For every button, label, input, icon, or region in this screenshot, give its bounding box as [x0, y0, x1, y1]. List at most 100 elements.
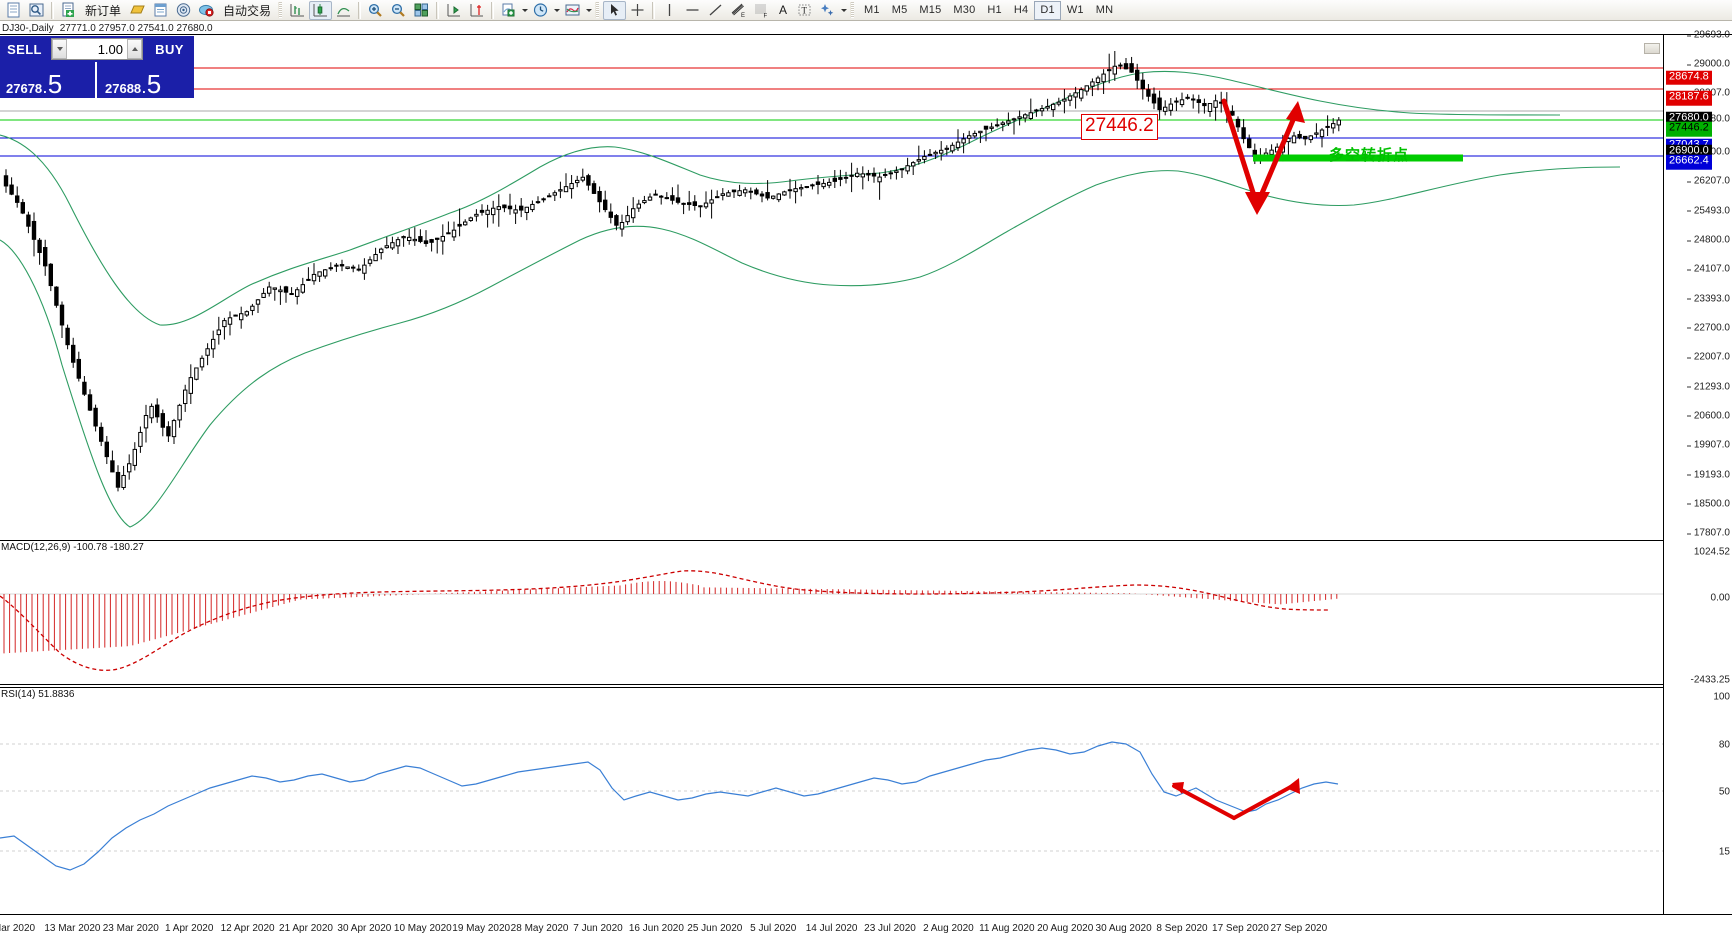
price-axis-tick: 29000.0: [1686, 59, 1730, 70]
time-axis-tick: 21 Apr 2020: [279, 923, 333, 934]
autotrading-button[interactable]: 自动交易: [223, 3, 272, 18]
toolbar-separator-3: [436, 1, 440, 19]
time-axis-tick: 23 Mar 2020: [102, 923, 159, 934]
price-axis-tick: 24800.0: [1686, 235, 1730, 246]
clock-icon[interactable]: [529, 1, 552, 20]
periods-chevron-down-icon[interactable]: [552, 9, 561, 12]
market-watch-icon[interactable]: [25, 1, 48, 20]
templates-icon[interactable]: [561, 1, 584, 20]
equidistant-channel-icon[interactable]: E: [727, 1, 750, 20]
metaeditor-icon[interactable]: [149, 1, 172, 20]
new-order-icon[interactable]: [57, 1, 80, 20]
buy-price-integer: 27688: [105, 81, 142, 96]
price-level-badge[interactable]: 28674.8: [1666, 70, 1712, 85]
timeframe-m1[interactable]: M1: [864, 4, 880, 16]
time-axis-tick: 13 Mar 2020: [44, 923, 101, 934]
price-axis-tick: 19193.0: [1686, 469, 1730, 480]
svg-text:E: E: [741, 13, 745, 18]
new-chart-icon[interactable]: [2, 1, 25, 20]
time-axis-tick: 7 Jun 2020: [573, 923, 623, 934]
macd-indicator-label: MACD(12,26,9) -100.78 -180.27: [1, 542, 144, 553]
one-click-trading-header: SELL 1.00 BUY: [0, 36, 194, 62]
radar-icon[interactable]: [172, 1, 195, 20]
bar-chart-icon[interactable]: [286, 1, 309, 20]
buy-price-dot: .: [142, 81, 146, 96]
timeframe-h1[interactable]: H1: [987, 4, 1002, 16]
time-axis-tick: 11 Aug 2020: [979, 923, 1035, 934]
main-toolbar: 新订单 自动交易: [0, 0, 1732, 21]
candlestick-chart-icon[interactable]: [309, 0, 333, 20]
ohlc-values: 27771.0 27957.0 27541.0 27680.0: [59, 22, 213, 34]
volume-increment-button[interactable]: [127, 39, 142, 59]
buy-price-button[interactable]: 27688 . 5: [95, 62, 194, 98]
chart-scrollbar-handle[interactable]: [1644, 43, 1660, 54]
indicators-icon[interactable]: [497, 1, 520, 20]
buy-price-fraction: 5: [146, 68, 162, 99]
zoom-out-icon[interactable]: [387, 1, 410, 20]
time-axis-tick: 2 Aug 2020: [923, 923, 974, 934]
autotrading-icon[interactable]: [195, 1, 218, 20]
time-axis-tick: 8 Sep 2020: [1156, 923, 1208, 934]
chart-shift-icon[interactable]: [465, 1, 488, 20]
folder-icon[interactable]: [126, 1, 149, 20]
macd-pane[interactable]: MACD(12,26,9) -100.78 -180.27: [0, 540, 1663, 685]
timeframe-w1[interactable]: W1: [1066, 4, 1084, 16]
trendline-icon[interactable]: [704, 1, 727, 20]
indicators-chevron-down-icon[interactable]: [520, 9, 529, 12]
text-a-icon[interactable]: A: [779, 3, 788, 17]
sell-label[interactable]: SELL: [7, 41, 42, 57]
svg-text:F: F: [764, 14, 768, 19]
price-axis-tick: 17807.0: [1686, 528, 1730, 539]
shapes-chevron-down-icon[interactable]: [839, 9, 848, 12]
macd-drawing: [0, 570, 1663, 671]
toolbar-grip-3[interactable]: [850, 2, 855, 18]
time-axis-tick: 14 Jul 2020: [805, 923, 858, 934]
time-axis-tick: 16 Jun 2020: [628, 923, 684, 934]
buy-label[interactable]: BUY: [155, 41, 184, 57]
fibonacci-retracement-icon[interactable]: F: [750, 1, 773, 20]
sell-price-button[interactable]: 27678 . 5: [0, 62, 95, 98]
rsi-indicator-label: RSI(14) 51.8836: [1, 689, 75, 700]
vertical-line-icon[interactable]: [658, 1, 681, 20]
volume-stepper[interactable]: 1.00: [51, 38, 143, 60]
horizontal-line-icon[interactable]: [681, 1, 704, 20]
rsi-pane[interactable]: RSI(14) 51.8836: [0, 687, 1663, 914]
zoom-in-icon[interactable]: [364, 1, 387, 20]
price-level-badge[interactable]: 26662.4: [1666, 154, 1712, 170]
toolbar-grip-2[interactable]: [595, 2, 600, 18]
cursor-icon[interactable]: [603, 0, 627, 20]
crosshair-icon[interactable]: [626, 1, 649, 20]
price-pane[interactable]: 27446.2 多空转折点: [0, 35, 1663, 533]
timeframe-mn[interactable]: MN: [1095, 4, 1114, 16]
one-click-trading-panel[interactable]: SELL 1.00 BUY 27678 . 5 27688 . 5: [0, 36, 194, 98]
price-annotation-tag: 27446.2: [1081, 114, 1158, 140]
time-axis-tick: 20 Aug 2020: [1037, 923, 1094, 934]
symbol-period-label: DJ30-,Daily: [2, 22, 54, 34]
timeframe-m30[interactable]: M30: [953, 4, 976, 16]
timeframe-m15[interactable]: M15: [919, 4, 942, 16]
volume-decrement-button[interactable]: [52, 39, 67, 59]
templates-chevron-down-icon[interactable]: [584, 9, 593, 12]
price-axis[interactable]: 29693.0 29000.0 28307.0 27680.0 26900.0 26207…: [1663, 30, 1732, 914]
text-label-icon[interactable]: T: [793, 1, 816, 20]
auto-scroll-chart-icon[interactable]: [442, 1, 465, 20]
price-axis-tick: 22007.0: [1686, 352, 1730, 363]
shapes-icon[interactable]: [816, 1, 839, 20]
line-chart-icon[interactable]: [332, 1, 355, 20]
timeframe-d1[interactable]: D1: [1034, 0, 1061, 20]
price-axis-tick: 18500.0: [1686, 498, 1730, 509]
timeframe-h4[interactable]: H4: [1013, 4, 1029, 16]
toolbar-grip[interactable]: [278, 2, 283, 18]
timeframe-m5[interactable]: M5: [891, 4, 908, 16]
new-order-button[interactable]: 新订单: [85, 3, 122, 18]
one-click-trading-prices: 27678 . 5 27688 . 5: [0, 62, 194, 98]
chart-container[interactable]: 27446.2 多空转折点 MACD(12,26,9) -100.78 -180…: [0, 30, 1732, 943]
window-tile-icon[interactable]: [410, 1, 433, 20]
price-axis-tick: 20600.0: [1686, 410, 1730, 421]
price-level-badge[interactable]: 27446.2: [1666, 121, 1712, 137]
price-axis-tick: 19907.0: [1686, 440, 1730, 451]
price-level-badge[interactable]: 28187.6: [1666, 90, 1712, 106]
volume-value[interactable]: 1.00: [97, 41, 123, 57]
